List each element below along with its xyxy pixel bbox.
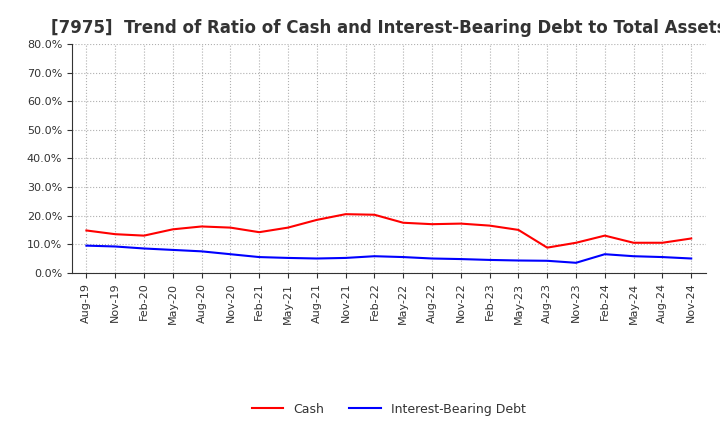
Cash — [687, 236, 696, 241]
Cash — [226, 225, 235, 230]
Cash — [197, 224, 206, 229]
Cash — [140, 233, 148, 238]
Cash — [600, 233, 609, 238]
Interest-Bearing Debt — [82, 243, 91, 248]
Interest-Bearing Debt — [485, 257, 494, 263]
Cash — [658, 240, 667, 246]
Title: [7975]  Trend of Ratio of Cash and Interest-Bearing Debt to Total Assets: [7975] Trend of Ratio of Cash and Intere… — [51, 19, 720, 37]
Interest-Bearing Debt — [572, 260, 580, 265]
Cash — [428, 221, 436, 227]
Cash — [370, 212, 379, 217]
Cash — [514, 227, 523, 232]
Interest-Bearing Debt — [312, 256, 321, 261]
Cash — [629, 240, 638, 246]
Cash — [82, 228, 91, 233]
Interest-Bearing Debt — [197, 249, 206, 254]
Interest-Bearing Debt — [226, 252, 235, 257]
Interest-Bearing Debt — [658, 254, 667, 260]
Cash — [284, 225, 292, 230]
Interest-Bearing Debt — [341, 255, 350, 260]
Legend: Cash, Interest-Bearing Debt: Cash, Interest-Bearing Debt — [247, 398, 531, 421]
Interest-Bearing Debt — [168, 247, 177, 253]
Cash — [255, 230, 264, 235]
Interest-Bearing Debt — [543, 258, 552, 264]
Cash — [543, 245, 552, 250]
Interest-Bearing Debt — [111, 244, 120, 249]
Interest-Bearing Debt — [255, 254, 264, 260]
Interest-Bearing Debt — [600, 252, 609, 257]
Cash — [399, 220, 408, 225]
Interest-Bearing Debt — [140, 246, 148, 251]
Interest-Bearing Debt — [284, 255, 292, 260]
Interest-Bearing Debt — [514, 258, 523, 263]
Cash — [111, 231, 120, 237]
Line: Interest-Bearing Debt: Interest-Bearing Debt — [86, 246, 691, 263]
Interest-Bearing Debt — [629, 253, 638, 259]
Cash — [572, 240, 580, 246]
Interest-Bearing Debt — [428, 256, 436, 261]
Cash — [341, 212, 350, 217]
Cash — [485, 223, 494, 228]
Interest-Bearing Debt — [687, 256, 696, 261]
Cash — [312, 217, 321, 223]
Cash — [456, 221, 465, 226]
Interest-Bearing Debt — [456, 257, 465, 262]
Cash — [168, 227, 177, 232]
Line: Cash: Cash — [86, 214, 691, 248]
Interest-Bearing Debt — [370, 253, 379, 259]
Interest-Bearing Debt — [399, 254, 408, 260]
